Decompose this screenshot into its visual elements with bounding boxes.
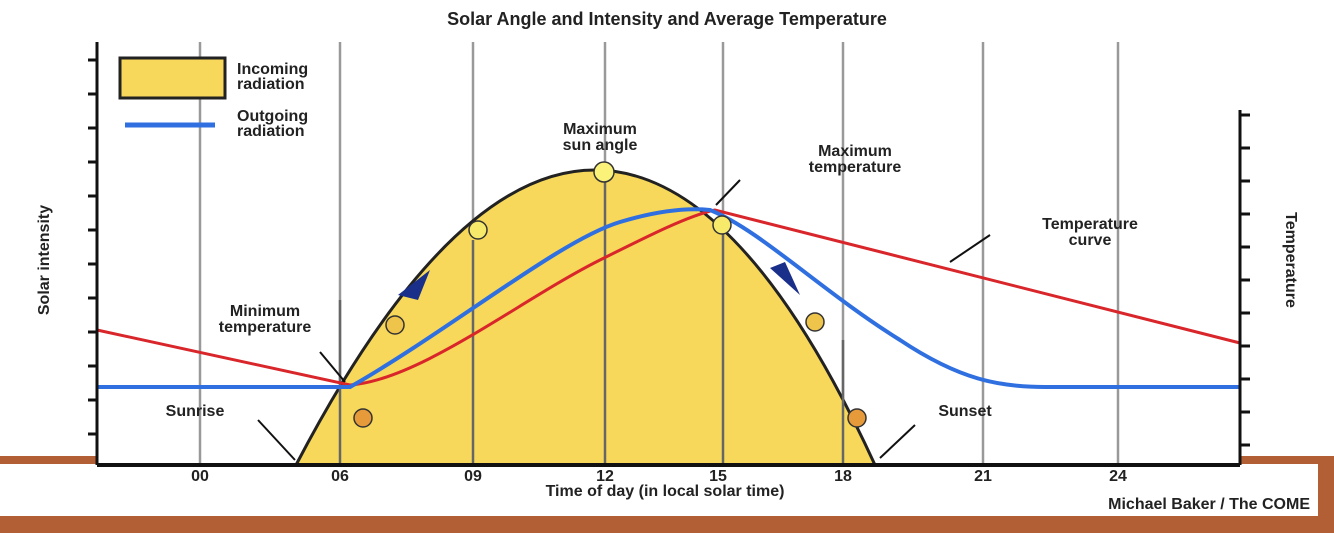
annotation: Minimum [230, 303, 300, 320]
x-tick-label: 00 [191, 468, 209, 485]
legend-label: radiation [237, 123, 305, 140]
y-axis-left-label: Solar intensity [36, 205, 53, 315]
x-tick-label: 18 [834, 468, 852, 485]
grid-over [338, 175, 845, 465]
outgoing-radiation [97, 207, 1240, 389]
temperature-curve [96, 208, 1241, 387]
annotation: curve [1069, 232, 1112, 249]
direction-arrows [398, 262, 800, 300]
axes [95, 42, 1242, 467]
frame-bar [0, 516, 1334, 533]
legend-label: Outgoing [237, 108, 308, 125]
annotation: Temperature [1042, 216, 1138, 233]
frame-bar [1318, 456, 1334, 533]
markers [353, 161, 867, 428]
annotation: temperature [219, 319, 312, 336]
legend-label: Incoming [237, 61, 308, 78]
annotation: sun angle [563, 137, 638, 154]
annotation-arrows [257, 179, 991, 461]
x-axis-label: Time of day (in local solar time) [546, 483, 785, 500]
x-tick-label: 24 [1109, 468, 1127, 485]
chart-title: Solar Angle and Intensity and Average Te… [447, 9, 887, 29]
legend-label: radiation [237, 76, 305, 93]
annotation: Sunrise [166, 403, 225, 420]
annotation: temperature [809, 159, 902, 176]
annotation: Maximum [818, 143, 892, 160]
axis-ticks [88, 58, 1250, 447]
x-tick-label: 21 [974, 468, 992, 485]
x-tick-label: 15 [709, 468, 727, 485]
x-tick-label: 12 [596, 468, 614, 485]
annotation: Maximum [563, 121, 637, 138]
y-axis-right-label: Temperature [1282, 212, 1299, 308]
annotation: Sunset [938, 403, 992, 420]
credit: Michael Baker / The COME [1108, 496, 1310, 513]
x-tick-label: 06 [331, 468, 349, 485]
legend-swatch [118, 56, 227, 100]
x-tick-label: 09 [464, 468, 482, 485]
